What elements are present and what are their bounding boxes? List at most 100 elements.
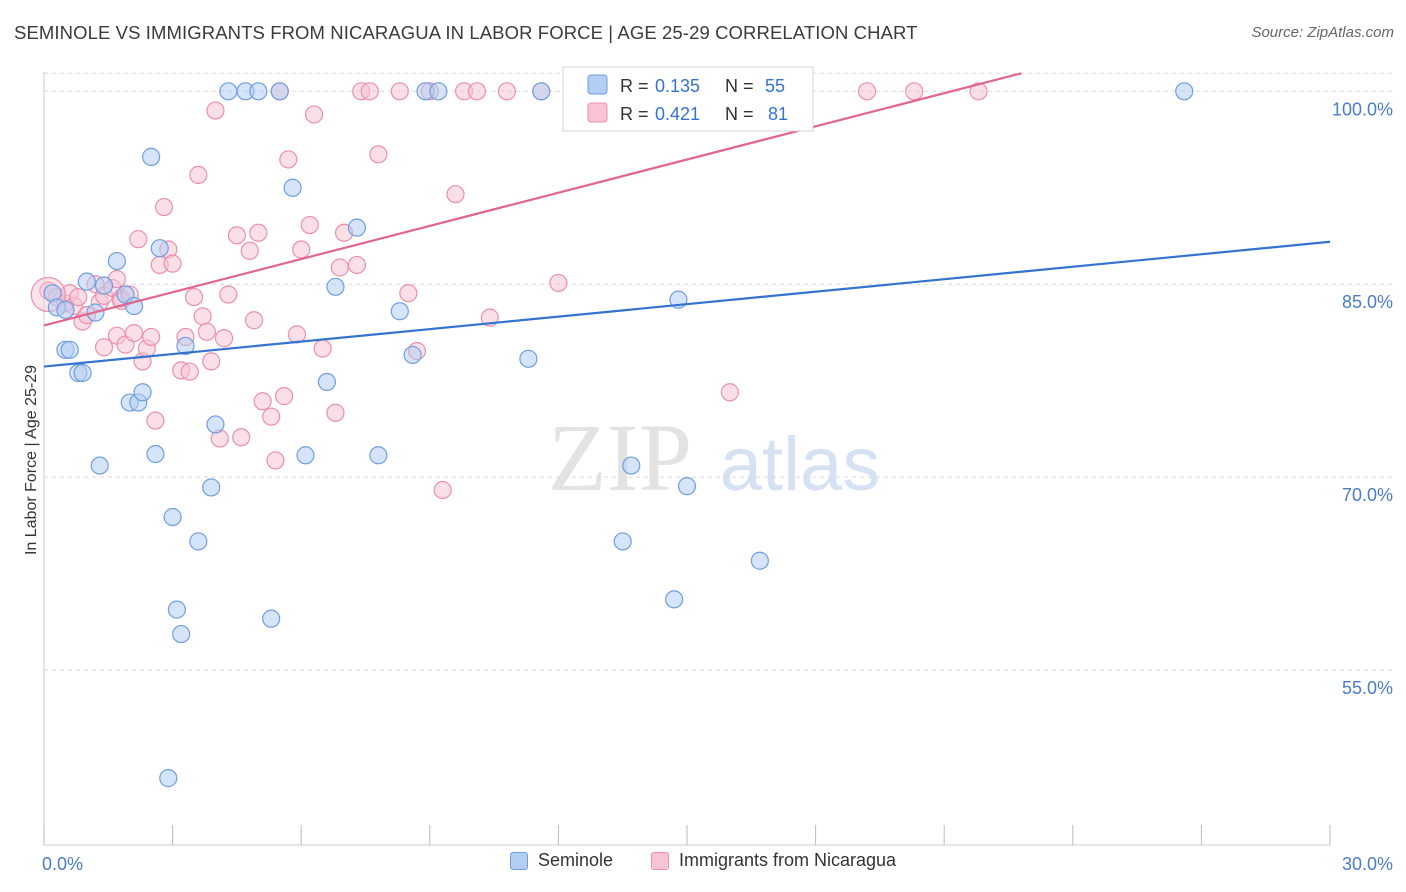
stats-legend-r-label: R = [620,104,654,124]
data-point-seminole [142,147,161,166]
data-point-nicaragua [184,287,204,307]
data-point-seminole [150,239,169,258]
data-point-nicaragua [262,407,281,426]
data-point-nicaragua [253,392,272,411]
data-point-nicaragua [292,240,311,259]
legend-label-seminole: Seminole [537,850,613,870]
data-point-seminole [283,178,302,197]
data-point-nicaragua [206,101,225,120]
stats-legend-r-value: 0.135 [655,76,700,96]
data-point-seminole [270,82,289,101]
data-point-seminole [665,590,684,609]
data-point-seminole [107,251,126,271]
data-point-nicaragua [433,480,452,500]
data-point-seminole [369,446,388,465]
data-point-seminole [133,383,152,402]
series-legend: Seminole Immigrants from Nicaragua [0,850,1406,871]
data-point-nicaragua [266,451,285,470]
stats-legend-n-value: 55 [765,76,785,96]
data-point-nicaragua [214,329,234,348]
data-point-nicaragua [304,105,324,124]
data-point-nicaragua [244,311,264,330]
data-point-nicaragua [249,223,268,242]
data-point-nicaragua [219,285,238,304]
data-point-seminole [262,609,281,628]
data-point-nicaragua [240,241,259,260]
data-point-seminole [326,277,345,296]
source-credit: Source: ZipAtlas.com [1251,24,1394,41]
data-point-nicaragua [969,82,988,101]
legend-label-nicaragua: Immigrants from Nicaragua [678,850,897,870]
data-point-nicaragua [300,215,319,235]
data-point-seminole [94,276,114,295]
data-point-nicaragua [274,387,294,406]
data-point-seminole [189,532,208,551]
data-point-seminole [532,82,551,101]
stats-legend-n-value: 81 [768,104,788,124]
data-point-nicaragua [197,322,216,341]
data-point-nicaragua [347,255,367,275]
data-point-seminole [146,444,165,464]
data-point-seminole [206,415,225,434]
data-point-nicaragua [189,165,208,184]
trend-line-seminole [43,240,1331,368]
stats-legend-swatch-nicaragua [587,102,608,123]
data-point-nicaragua [129,230,148,249]
data-point-seminole [622,456,641,475]
stats-legend-swatch-seminole [587,74,608,95]
stats-legend-n-label: N = [725,104,759,124]
y-tick-label: 70.0% [1342,485,1393,505]
data-point-seminole [403,345,422,365]
legend-item-nicaragua[interactable]: Immigrants from Nicaragua [650,850,897,871]
data-point-nicaragua [399,284,418,303]
legend-item-seminole[interactable]: Seminole [509,850,613,871]
data-point-seminole [613,532,632,551]
data-point-nicaragua [446,185,465,204]
watermark-zip: ZIP [548,404,692,511]
data-point-seminole [296,446,315,465]
data-point-seminole [159,769,178,788]
stats-legend: R = 0.135 N = 55 R = 0.421 N = 81 [562,66,814,132]
data-point-seminole [750,551,769,570]
data-point-nicaragua [124,323,144,343]
trend-line-nicaragua [43,72,1022,327]
y-tick-label: 85.0% [1342,292,1393,312]
stats-legend-n-label: N = [725,76,759,96]
data-point-seminole [519,349,538,368]
legend-swatch-nicaragua [650,851,669,870]
data-point-nicaragua [369,145,388,164]
stats-legend-r-label: R = [620,76,654,96]
data-point-nicaragua [549,273,568,293]
y-tick-label: 100.0% [1332,99,1393,119]
data-point-nicaragua [326,403,345,422]
data-point-seminole [172,624,191,644]
data-point-seminole [249,82,268,101]
data-point-nicaragua [330,258,349,277]
data-point-nicaragua [720,383,739,402]
data-point-seminole [347,218,367,237]
data-point-nicaragua [94,338,114,357]
data-point-nicaragua [163,254,182,273]
data-point-seminole [429,82,448,101]
data-point-seminole [56,300,75,320]
data-point-nicaragua [193,307,212,326]
data-point-nicaragua [360,82,379,101]
chart-title: SEMINOLE VS IMMIGRANTS FROM NICARAGUA IN… [14,22,918,43]
data-point-seminole [219,82,238,101]
data-point-seminole [677,477,697,496]
data-point-seminole [73,363,92,383]
data-point-seminole [390,302,409,321]
watermark-atlas: atlas [720,422,881,507]
data-point-seminole [60,340,79,359]
data-point-nicaragua [279,150,298,169]
data-point-seminole [176,336,195,356]
legend-swatch-seminole [509,851,528,870]
data-point-nicaragua [232,428,251,447]
stats-legend-r-value: 0.421 [655,104,700,124]
data-point-seminole [167,600,186,619]
data-point-nicaragua [313,339,332,358]
data-point-seminole [1175,82,1194,101]
data-point-nicaragua [154,197,174,217]
y-tick-label: 55.0% [1342,678,1393,698]
